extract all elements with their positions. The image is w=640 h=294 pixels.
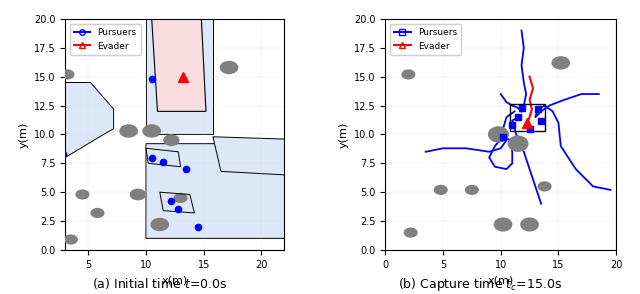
Ellipse shape [65,235,77,244]
Ellipse shape [174,193,187,202]
Ellipse shape [494,218,512,231]
Legend: Pursuers, Evader: Pursuers, Evader [70,24,141,55]
Ellipse shape [61,70,74,79]
Text: (a) Initial time $t$=0.0s: (a) Initial time $t$=0.0s [92,276,228,291]
X-axis label: x(m): x(m) [162,275,188,285]
Ellipse shape [552,57,570,69]
Legend: Pursuers, Evader: Pursuers, Evader [390,24,461,55]
Ellipse shape [402,70,415,79]
Ellipse shape [143,125,161,137]
Ellipse shape [435,186,447,194]
Text: (b) Capture time $t_c$=15.0s: (b) Capture time $t_c$=15.0s [398,276,562,293]
Y-axis label: y(m): y(m) [339,121,348,148]
Ellipse shape [538,182,551,191]
Ellipse shape [220,61,237,74]
Polygon shape [146,19,213,134]
Polygon shape [213,137,284,175]
Ellipse shape [131,189,145,200]
Y-axis label: y(m): y(m) [18,121,28,148]
Ellipse shape [164,135,179,146]
Ellipse shape [91,208,104,217]
X-axis label: x(m): x(m) [488,275,514,285]
Ellipse shape [508,136,528,151]
Polygon shape [152,19,206,111]
Polygon shape [146,140,284,238]
Ellipse shape [404,228,417,237]
Ellipse shape [521,218,538,231]
Ellipse shape [465,186,478,194]
Ellipse shape [488,127,508,142]
Polygon shape [65,83,114,175]
Ellipse shape [120,125,137,137]
Bar [510,104,545,131]
Ellipse shape [76,190,89,199]
Ellipse shape [151,218,168,230]
